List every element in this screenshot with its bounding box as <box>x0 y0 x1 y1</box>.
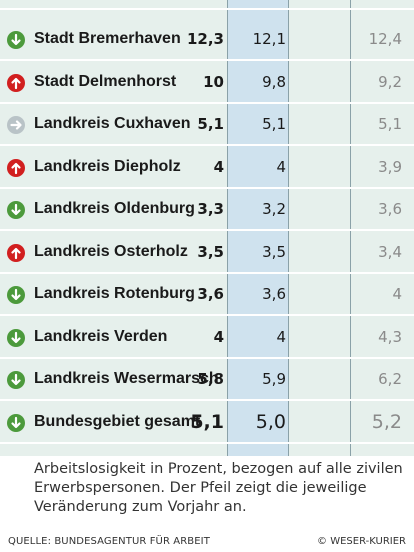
value-current: 10 <box>203 72 224 91</box>
value-current: 4 <box>213 157 224 176</box>
value-current: 12,3 <box>186 30 224 48</box>
column-divider <box>350 0 351 456</box>
region-name: Landkreis Osterholz <box>34 242 188 260</box>
value-previous: 5,0 <box>255 410 286 433</box>
arrow-down-icon <box>7 286 25 304</box>
value-older: 4 <box>392 285 402 303</box>
row-separator <box>0 314 414 316</box>
value-previous: 5,1 <box>262 115 286 133</box>
table-row: Landkreis Diepholz 4 4 3,9 <box>0 147 414 189</box>
region-name: Landkreis Verden <box>34 327 168 345</box>
table-caption: Arbeitslosigkeit in Prozent, bezogen auf… <box>34 461 403 515</box>
region-name: Stadt Delmenhorst <box>34 72 177 90</box>
source-note: QUELLE: BUNDESAGENTUR FÜR ARBEIT <box>8 536 210 547</box>
value-older: 12,4 <box>368 30 402 48</box>
row-separator <box>0 101 414 104</box>
value-older: 3,9 <box>378 157 402 176</box>
region-name: Bundesgebiet gesamt <box>34 412 201 430</box>
value-current: 3,6 <box>197 285 224 303</box>
arrow-right-icon <box>7 116 25 134</box>
table-row: Stadt Bremerhaven 12,3 12,1 12,4 <box>0 19 414 61</box>
region-name: Stadt Bremerhaven <box>34 30 181 47</box>
value-previous: 12,1 <box>252 30 286 48</box>
value-previous: 4 <box>276 327 286 346</box>
table-row: Stadt Delmenhorst 10 9,8 9,2 <box>0 62 414 104</box>
table-row: Landkreis Cuxhaven 5,1 5,1 5,1 <box>0 104 414 146</box>
row-separator <box>0 186 414 189</box>
arrow-up-icon <box>7 243 25 262</box>
table-row: Landkreis Osterholz 3,5 3,5 3,4 <box>0 232 414 274</box>
value-previous: 3,5 <box>262 242 286 261</box>
row-separator <box>0 441 414 444</box>
arrow-up-icon <box>7 73 25 92</box>
region-name: Landkreis Oldenburg <box>34 200 195 217</box>
value-older: 4,3 <box>378 327 402 346</box>
table-row: Landkreis Wesermarsch 5,8 5,9 6,2 <box>0 359 414 401</box>
copyright-credit: © WESER-KURIER <box>317 536 406 547</box>
table-row-cut-off <box>0 0 414 10</box>
value-previous: 3,2 <box>262 200 286 218</box>
current-column-highlight <box>228 0 288 456</box>
arrow-down-icon <box>7 201 25 219</box>
column-divider <box>288 0 289 456</box>
row-separator <box>0 229 414 231</box>
arrow-down-icon <box>7 371 25 389</box>
value-older: 3,4 <box>378 242 402 261</box>
row-separator <box>0 271 414 274</box>
row-separator <box>0 144 414 146</box>
region-name: Landkreis Wesermarsch <box>34 370 219 387</box>
arrow-down-icon <box>7 31 25 49</box>
unemployment-table: Stadt Bremerhaven 12,3 12,1 12,4 Stadt Delme… <box>0 0 414 456</box>
region-name: Landkreis Diepholz <box>34 157 181 175</box>
value-previous: 3,6 <box>262 285 286 303</box>
value-current: 5,8 <box>197 370 224 388</box>
arrow-up-icon <box>7 158 25 177</box>
row-separator <box>0 59 414 61</box>
value-previous: 5,9 <box>262 370 286 388</box>
value-older: 9,2 <box>378 72 402 91</box>
value-current: 5,1 <box>197 115 224 133</box>
value-current: 4 <box>213 327 224 346</box>
value-previous: 4 <box>276 157 286 176</box>
arrow-down-icon <box>7 328 25 347</box>
table-row: Landkreis Rotenburg 3,6 3,6 4 <box>0 274 414 316</box>
column-divider <box>227 0 228 456</box>
row-separator <box>0 356 414 359</box>
region-name: Landkreis Cuxhaven <box>34 115 191 132</box>
arrow-down-icon <box>7 413 25 432</box>
value-current: 5,1 <box>190 410 224 433</box>
value-older: 3,6 <box>378 200 402 218</box>
row-separator <box>0 399 414 401</box>
table-row: Landkreis Verden 4 4 4,3 <box>0 317 414 359</box>
value-previous: 9,8 <box>262 72 286 91</box>
value-older: 6,2 <box>378 370 402 388</box>
region-name: Landkreis Rotenburg <box>34 285 195 302</box>
table-row-total: Bundesgebiet gesamt 5,1 5,0 5,2 <box>0 402 414 444</box>
value-current: 3,3 <box>197 200 224 218</box>
value-older: 5,1 <box>378 115 402 133</box>
value-current: 3,5 <box>197 242 224 261</box>
value-older: 5,2 <box>371 410 402 433</box>
table-row: Landkreis Oldenburg 3,3 3,2 3,6 <box>0 189 414 231</box>
